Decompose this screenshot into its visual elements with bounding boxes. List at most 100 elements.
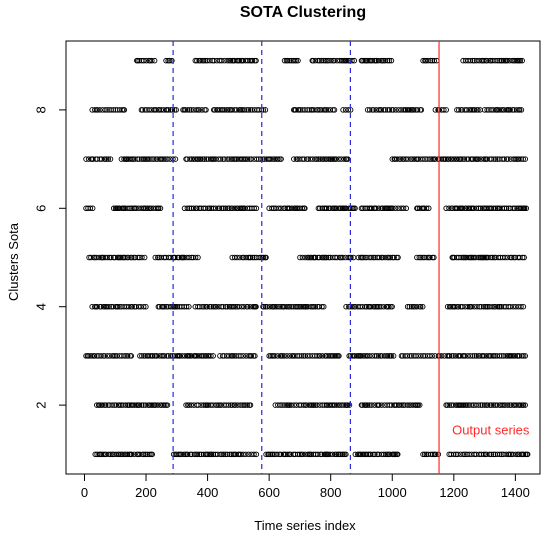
data-point-cluster-3 [522,353,529,359]
data-point-cluster-8 [171,107,178,113]
data-point-cluster-2 [155,402,161,408]
data-point-cluster-6 [194,205,200,212]
data-point-cluster-9 [467,57,474,64]
data-point-cluster-4 [232,303,239,310]
data-point-cluster-1 [208,451,215,458]
data-point-cluster-3 [500,353,507,359]
data-point-cluster-9 [236,57,243,64]
data-point-cluster-8 [94,107,101,113]
data-point-cluster-7 [161,156,167,162]
data-point-cluster-1 [372,451,378,458]
data-point-cluster-8 [168,107,174,113]
data-point-cluster-8 [331,107,338,113]
x-tick-label: 200 [135,485,157,500]
data-point-cluster-8 [370,107,377,113]
data-point-cluster-4 [310,303,317,310]
data-point-cluster-7 [151,156,157,162]
data-point-cluster-3 [384,353,391,359]
data-point-cluster-4 [364,303,370,310]
data-point-cluster-2 [396,402,403,408]
data-point-cluster-8 [219,107,226,113]
data-point-cluster-4 [474,303,480,310]
data-point-cluster-2 [481,402,488,408]
data-point-cluster-2 [149,402,155,408]
data-point-cluster-4 [277,303,283,310]
data-point-cluster-3 [252,353,258,359]
data-point-cluster-1 [274,451,280,458]
data-point-cluster-6 [148,205,154,212]
data-point-cluster-7 [518,156,524,162]
data-point-cluster-8 [244,107,250,113]
data-point-cluster-4 [404,303,411,310]
data-point-cluster-9 [163,57,169,64]
data-point-cluster-9 [431,57,437,64]
data-point-cluster-5 [340,254,346,261]
data-point-cluster-6 [269,205,275,212]
data-point-cluster-6 [251,205,257,212]
data-point-cluster-4 [518,303,524,310]
data-point-cluster-6 [336,205,342,212]
data-point-cluster-7 [275,156,281,162]
data-point-cluster-9 [194,57,200,64]
data-point-cluster-5 [122,254,128,261]
data-point-cluster-5 [418,254,424,261]
data-point-cluster-6 [273,205,279,212]
data-point-cluster-6 [155,205,162,212]
data-point-cluster-4 [98,303,104,310]
data-point-cluster-2 [113,402,119,408]
data-point-cluster-2 [277,402,283,408]
data-point-cluster-5 [152,254,159,261]
data-point-cluster-8 [382,107,389,113]
data-point-cluster-1 [435,451,442,458]
data-point-cluster-2 [446,402,453,408]
data-point-cluster-9 [386,57,393,64]
data-point-cluster-7 [248,156,255,162]
data-point-cluster-6 [219,205,225,212]
data-point-cluster-5 [414,254,420,261]
data-point-cluster-9 [249,57,256,64]
data-point-cluster-1 [462,451,468,458]
data-point-cluster-7 [189,156,195,162]
data-point-cluster-5 [509,254,515,261]
y-tick-label: 6 [33,205,48,212]
data-point-cluster-7 [394,156,400,162]
data-point-cluster-3 [89,353,95,359]
data-point-cluster-5 [249,254,256,261]
data-point-cluster-9 [519,57,525,64]
data-point-cluster-3 [375,353,382,359]
data-point-cluster-2 [288,402,295,408]
data-point-cluster-3 [429,353,435,359]
data-point-cluster-9 [149,57,155,64]
data-point-cluster-4 [489,303,495,310]
data-point-cluster-3 [243,353,249,359]
data-point-cluster-6 [490,205,497,212]
data-point-cluster-4 [115,303,121,310]
data-point-cluster-4 [459,303,466,310]
data-point-cluster-9 [227,57,234,64]
data-point-cluster-9 [318,57,325,64]
data-point-cluster-6 [395,205,402,212]
data-point-cluster-2 [331,402,338,408]
data-point-cluster-1 [141,451,147,458]
data-point-cluster-2 [214,402,220,408]
data-point-cluster-8 [366,107,373,113]
data-point-cluster-9 [286,57,293,64]
data-point-cluster-4 [476,303,483,310]
data-point-cluster-5 [431,254,437,261]
data-point-cluster-1 [149,451,155,458]
data-point-cluster-3 [104,353,111,359]
data-point-cluster-1 [327,451,333,458]
data-point-cluster-5 [312,254,319,261]
data-point-cluster-3 [519,353,525,359]
data-point-cluster-7 [317,156,324,162]
data-point-cluster-3 [512,353,518,359]
data-point-cluster-6 [278,205,284,212]
plot-area-border [65,40,541,475]
data-point-cluster-1 [466,451,472,458]
x-axis-title: Time series index [254,518,356,533]
data-point-cluster-7 [154,156,161,162]
data-point-cluster-4 [468,303,475,310]
data-point-cluster-4 [513,303,519,310]
data-point-cluster-4 [138,303,144,310]
data-point-cluster-4 [230,303,237,310]
